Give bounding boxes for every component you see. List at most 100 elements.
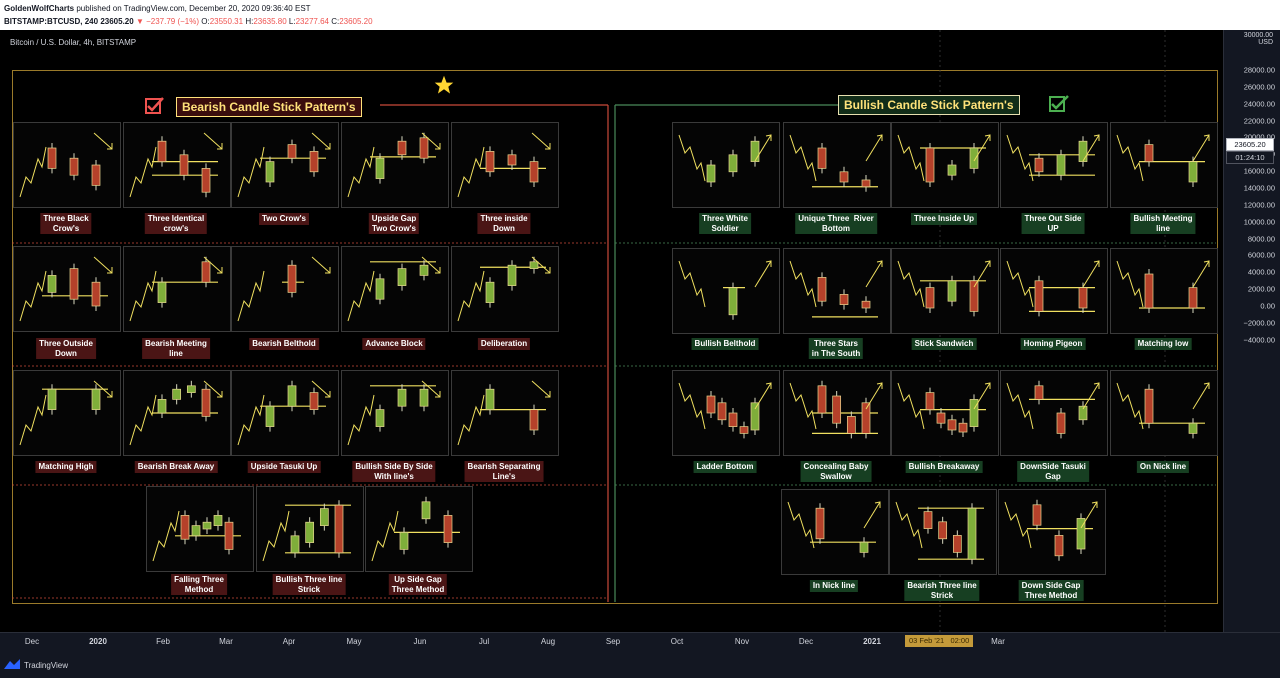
bear-candle bbox=[815, 507, 825, 540]
bear-candle bbox=[201, 388, 211, 417]
bull-candle bbox=[947, 164, 957, 176]
symbol-label[interactable]: BITSTAMP:BTCUSD, 240 bbox=[4, 17, 99, 26]
pattern-panel bbox=[231, 246, 339, 332]
pattern-label: Upside Tasuki Up bbox=[247, 461, 321, 473]
time-axis[interactable]: Dec 2020 Feb Mar Apr May Jun Jul Aug Sep Oct Nov Dec… bbox=[0, 632, 1280, 651]
pattern-sketch bbox=[678, 260, 772, 320]
pattern-panel bbox=[256, 486, 364, 572]
trend-line bbox=[1006, 134, 1034, 182]
trend-line bbox=[457, 146, 485, 198]
bull-candle bbox=[213, 515, 223, 526]
bear-candle bbox=[287, 264, 297, 293]
arrow-down-icon bbox=[93, 132, 113, 150]
trend-line bbox=[1004, 501, 1032, 549]
time-tick: Apr bbox=[282, 637, 296, 646]
chart-pane[interactable]: Bitcoin / U.S. Dollar, 4h, BITSTAMP Bear… bbox=[0, 30, 1223, 632]
bear-candle bbox=[938, 521, 948, 540]
pattern-sketch bbox=[19, 380, 113, 446]
price-tick: 24000.00 bbox=[1243, 99, 1275, 109]
bear-candle bbox=[952, 535, 962, 553]
pattern-label: Bearish Belthold bbox=[249, 338, 319, 350]
pattern-panel bbox=[1000, 122, 1108, 208]
time-tick: Mar bbox=[991, 637, 1005, 646]
bull-candle bbox=[947, 280, 957, 302]
bear-candle bbox=[1144, 273, 1154, 309]
pattern-panel bbox=[451, 370, 559, 456]
bull-candle bbox=[47, 388, 57, 410]
trend-line bbox=[129, 394, 157, 446]
pattern-panel bbox=[341, 370, 449, 456]
pattern-sketch bbox=[678, 382, 772, 439]
arrow-down-icon bbox=[421, 132, 441, 150]
bear-candle bbox=[861, 300, 871, 309]
bear-candle bbox=[485, 151, 495, 173]
time-tick: 2021 bbox=[863, 637, 881, 646]
pattern-panel bbox=[146, 486, 254, 572]
trend-line bbox=[787, 501, 815, 549]
arrow-up-icon bbox=[754, 382, 772, 410]
pattern-label: In Nick line bbox=[809, 580, 859, 592]
arrow-up-icon bbox=[1080, 501, 1098, 529]
bullish-title: Bullish Candle Stick Pattern's bbox=[838, 95, 1020, 115]
tradingview-logo-icon[interactable] bbox=[4, 659, 20, 669]
author-name[interactable]: GoldenWolfCharts bbox=[4, 4, 75, 13]
bull-candle bbox=[305, 521, 315, 543]
pattern-sketch bbox=[1004, 499, 1098, 561]
pattern-label: Three inside Down bbox=[477, 213, 531, 234]
bear-candle bbox=[739, 426, 749, 434]
trend-line bbox=[347, 394, 375, 446]
bear-candle bbox=[817, 147, 827, 169]
pattern-label: Three Inside Up bbox=[910, 213, 978, 225]
bull-candle bbox=[157, 281, 167, 303]
bull-candle bbox=[1056, 154, 1066, 176]
time-tick: 2020 bbox=[89, 637, 107, 646]
bear-candle bbox=[958, 422, 968, 433]
arrow-down-icon bbox=[531, 256, 551, 274]
high-value: 23635.80 bbox=[253, 17, 287, 26]
pattern-panel bbox=[123, 370, 231, 456]
bear-candle bbox=[925, 287, 935, 309]
pattern-label: Three Out Side UP bbox=[1021, 213, 1085, 234]
bear-candle bbox=[309, 151, 319, 173]
cursor-date-tag: 03 Feb '21 02:00 bbox=[905, 635, 974, 647]
pattern-sketch bbox=[1116, 382, 1210, 439]
pattern-sketch bbox=[897, 134, 991, 187]
trend-line bbox=[1116, 382, 1144, 430]
trend-line bbox=[19, 394, 47, 446]
price-tick: 0.00 bbox=[1260, 301, 1275, 311]
pattern-sketch bbox=[787, 501, 881, 558]
price-tick: 16000.00 bbox=[1243, 166, 1275, 176]
bull-candle bbox=[750, 140, 760, 162]
trend-line bbox=[347, 146, 375, 198]
bear-candle bbox=[861, 402, 871, 434]
bear-candle bbox=[334, 504, 344, 554]
bull-candle bbox=[1078, 140, 1088, 162]
pattern-label: Bullish Side By Side With line's bbox=[352, 461, 436, 482]
bull-candle bbox=[485, 281, 495, 303]
pattern-panel bbox=[889, 489, 997, 575]
price-tick: 8000.00 bbox=[1247, 234, 1275, 243]
currency-label: USD bbox=[1258, 39, 1273, 46]
price-tick: 4000.00 bbox=[1247, 267, 1275, 277]
pattern-label: Three Stars in The South bbox=[808, 338, 864, 359]
pattern-label: Bullish Meeting line bbox=[1130, 213, 1196, 234]
pattern-panel bbox=[1000, 248, 1108, 334]
price-axis[interactable]: 30000.00 USD 28000.00 26000.00 24000.00 220… bbox=[1223, 30, 1280, 632]
pattern-label: Bullish Three line Strick bbox=[272, 574, 346, 595]
pattern-sketch bbox=[897, 260, 991, 317]
bear-candle bbox=[817, 277, 827, 302]
arrow-down-icon bbox=[421, 380, 441, 398]
arrow-down-icon bbox=[531, 380, 551, 398]
bear-candle bbox=[947, 419, 957, 431]
arrow-up-icon bbox=[973, 260, 991, 288]
tradingview-brand[interactable]: TradingView bbox=[24, 661, 69, 670]
pattern-panel bbox=[341, 122, 449, 208]
pattern-label: Upside Gap Two Crow's bbox=[368, 213, 420, 234]
bear-candle bbox=[309, 392, 319, 410]
bear-candle bbox=[69, 157, 79, 176]
arrow-up-icon bbox=[973, 134, 991, 162]
trend-line bbox=[19, 146, 47, 198]
bear-candle bbox=[832, 395, 842, 424]
bull-candle bbox=[969, 399, 979, 427]
pattern-panel bbox=[672, 122, 780, 208]
